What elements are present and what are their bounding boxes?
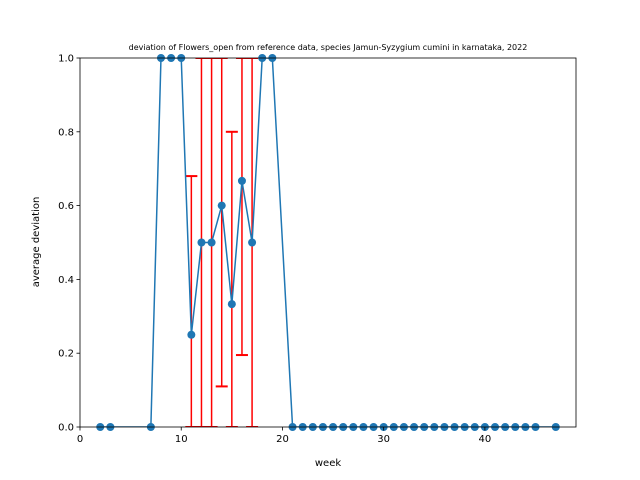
y-tick-label: 1.0 bbox=[58, 54, 74, 65]
y-tick-label: 0.8 bbox=[58, 127, 74, 138]
data-point bbox=[217, 201, 226, 210]
x-tick-label: 0 bbox=[77, 434, 83, 445]
error-bar bbox=[225, 130, 238, 427]
data-point bbox=[237, 176, 246, 185]
axes-frame bbox=[79, 57, 577, 428]
data-point bbox=[227, 300, 236, 309]
error-bar bbox=[185, 175, 198, 427]
x-axis-label: week bbox=[315, 458, 341, 469]
series-line bbox=[100, 58, 556, 427]
error-bar bbox=[215, 58, 228, 388]
x-tick-label: 30 bbox=[377, 434, 390, 445]
y-tick-label: 0.0 bbox=[58, 423, 74, 434]
data-point bbox=[248, 238, 257, 247]
y-tick-label: 0.2 bbox=[58, 349, 74, 360]
x-tick-label: 40 bbox=[479, 434, 492, 445]
y-tick-label: 0.4 bbox=[58, 275, 74, 286]
error-bar bbox=[235, 58, 248, 357]
data-point bbox=[197, 238, 206, 247]
x-tick-label: 20 bbox=[276, 434, 289, 445]
y-tick-label: 0.6 bbox=[58, 201, 74, 212]
plot-area: 0 10 20 30 40 0.0 0.2 0.4 0.6 0.8 1.0 bbox=[58, 54, 577, 445]
chart-title: deviation of Flowers_open from reference… bbox=[129, 43, 528, 52]
x-tick-label: 10 bbox=[175, 434, 188, 445]
data-point bbox=[207, 238, 216, 247]
data-point bbox=[187, 330, 196, 339]
y-axis-label: average deviation bbox=[31, 197, 42, 288]
